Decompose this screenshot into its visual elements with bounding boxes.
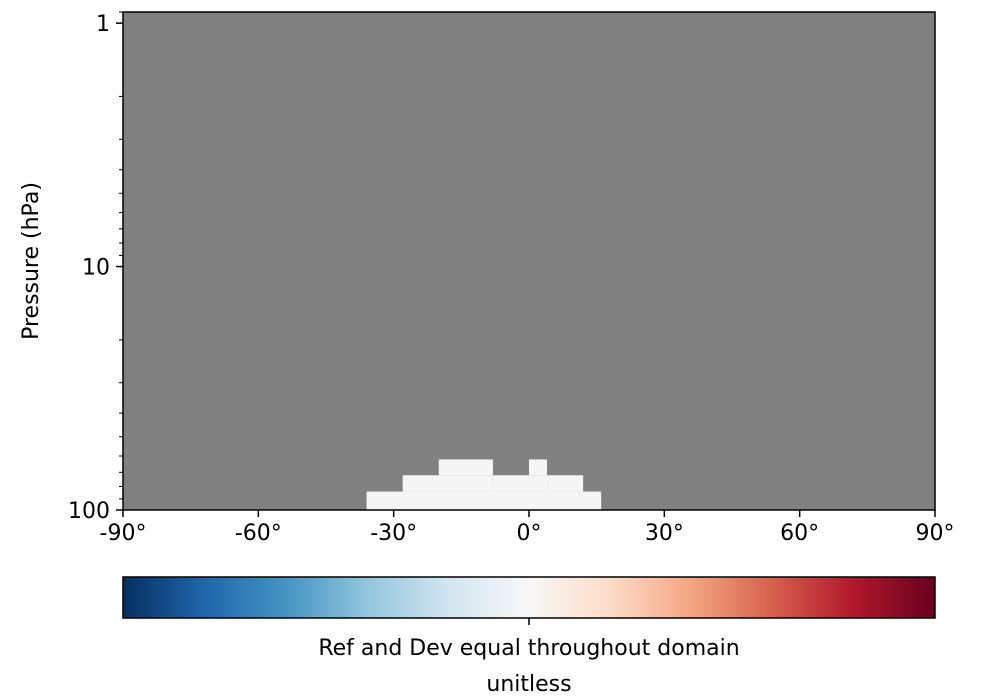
x-axis: -90° -60° -30° 0° 30° 60° 90° <box>100 510 955 546</box>
data-cell <box>438 459 493 476</box>
x-tick-label: 30° <box>645 521 684 546</box>
data-cell <box>402 475 493 492</box>
data-cell <box>529 475 548 492</box>
data-cell <box>366 491 602 510</box>
x-tick-label: -90° <box>100 521 147 546</box>
data-cells <box>366 459 602 510</box>
data-cell <box>547 475 584 492</box>
plot-background <box>123 12 935 510</box>
plot-area <box>122 11 936 511</box>
y-tick-label: 10 <box>82 256 110 281</box>
data-cell <box>529 459 548 476</box>
y-tick-label: 100 <box>68 499 110 524</box>
x-tick-label: -30° <box>370 521 417 546</box>
x-tick-label: -60° <box>235 521 282 546</box>
y-axis: 1 10 100 <box>68 11 123 524</box>
y-tick-label: 1 <box>96 12 110 37</box>
x-tick-label: 90° <box>916 521 955 546</box>
colorbar-units-label: unitless <box>486 672 571 697</box>
colorbar: Ref and Dev equal throughout domain unit… <box>122 576 936 697</box>
colorbar-label: Ref and Dev equal throughout domain <box>318 636 739 661</box>
colorbar-gradient <box>123 577 935 618</box>
data-cell <box>492 475 529 492</box>
y-axis-label: Pressure (hPa) <box>19 182 44 340</box>
x-tick-label: 60° <box>780 521 819 546</box>
x-tick-label: 0° <box>517 521 542 546</box>
